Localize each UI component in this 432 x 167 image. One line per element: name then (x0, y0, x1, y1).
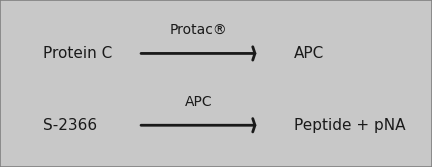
Text: S-2366: S-2366 (43, 118, 97, 133)
Text: APC: APC (185, 95, 213, 109)
Text: APC: APC (294, 46, 324, 61)
Text: Protac®: Protac® (170, 23, 228, 37)
FancyArrowPatch shape (141, 47, 255, 60)
FancyArrowPatch shape (141, 119, 255, 132)
Text: Protein C: Protein C (43, 46, 112, 61)
Text: Peptide + pNA: Peptide + pNA (294, 118, 405, 133)
